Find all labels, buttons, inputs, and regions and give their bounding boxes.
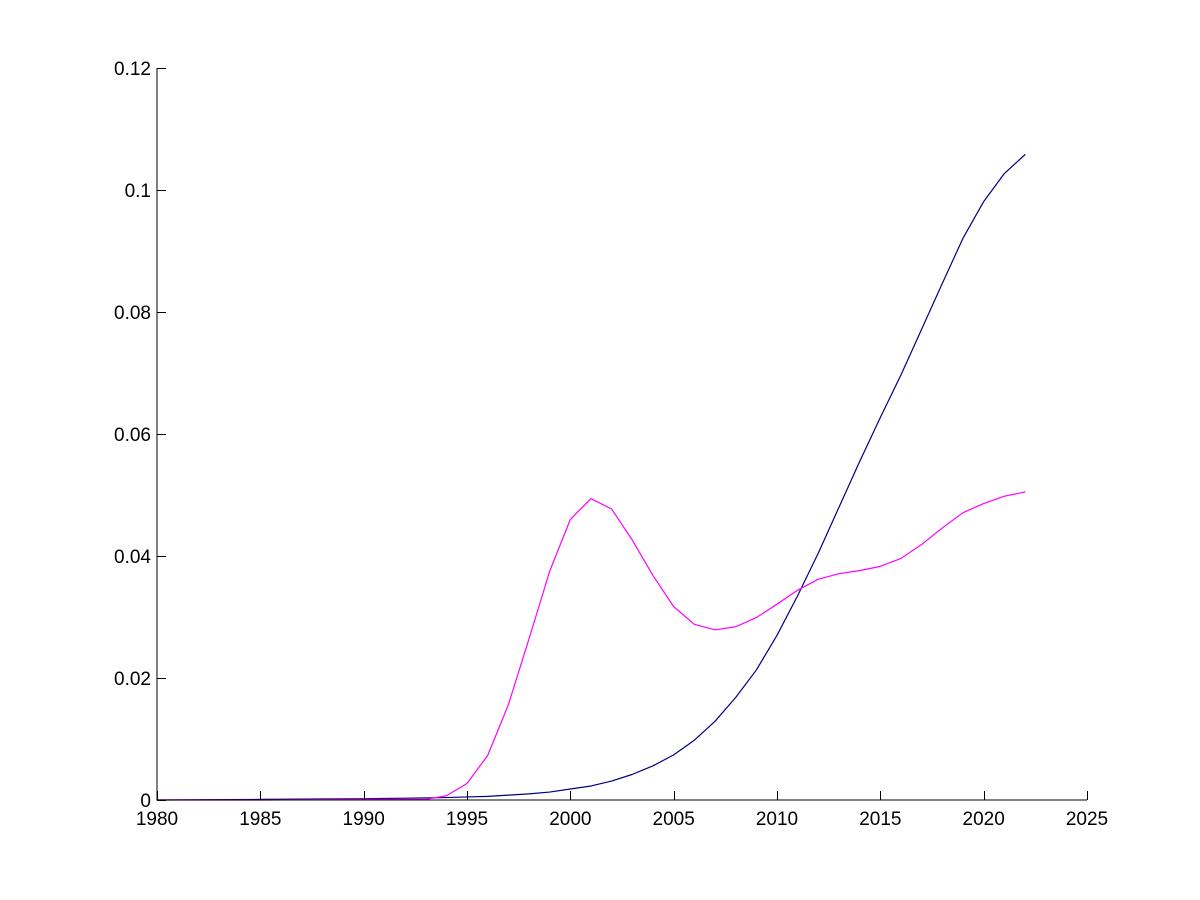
y-ticks: 0 0.02 0.04 0.06 0.08 0.1 0.12 <box>114 59 166 812</box>
x-tick-label: 2020 <box>963 809 1005 830</box>
x-tick-label: 1980 <box>136 809 178 830</box>
y-tick-label: 0.12 <box>114 59 151 80</box>
x-tick-label: 2000 <box>549 809 591 830</box>
y-tick-label: 0.06 <box>114 425 151 446</box>
y-tick-label: 0 <box>140 791 151 812</box>
series-line-2 <box>156 491 1026 801</box>
x-ticks: 1980 1985 1990 1995 2000 2005 2010 2015 2020 2025 <box>136 791 1108 830</box>
series-line-1 <box>156 154 1026 801</box>
x-tick-label: 1985 <box>239 809 281 830</box>
y-tick-label: 0.08 <box>114 303 151 324</box>
y-tick-label: 0.1 <box>125 181 151 202</box>
x-tick-label: 1990 <box>343 809 385 830</box>
y-tick-label: 0.02 <box>114 669 151 690</box>
x-tick-label: 2025 <box>1066 809 1108 830</box>
x-tick-label: 2005 <box>653 809 695 830</box>
y-tick-label: 0.04 <box>114 547 151 568</box>
x-tick-label: 1995 <box>446 809 488 830</box>
x-tick-label: 2010 <box>756 809 798 830</box>
plot-series <box>156 154 1026 801</box>
x-tick-label: 2015 <box>859 809 901 830</box>
